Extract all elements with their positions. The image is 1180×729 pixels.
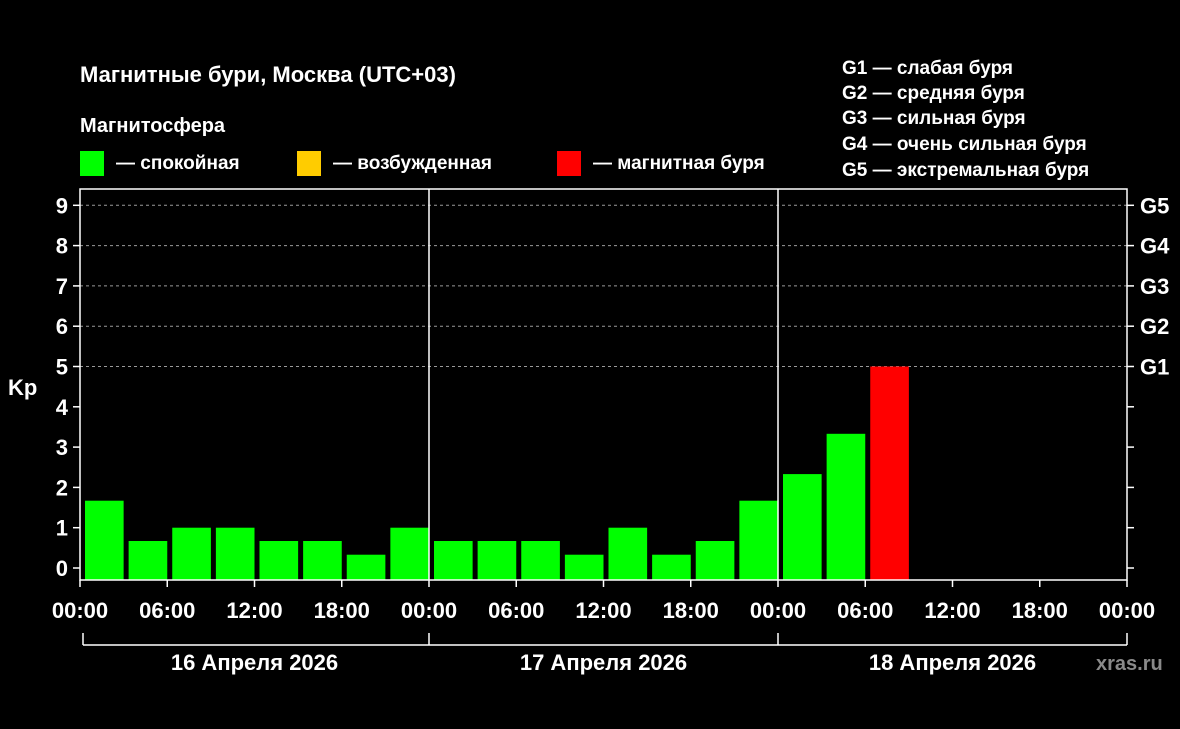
kp-bar bbox=[259, 540, 299, 580]
y-tick-label: 0 bbox=[56, 556, 68, 581]
y-tick-label: 8 bbox=[56, 234, 68, 259]
kp-bar bbox=[390, 527, 429, 580]
y-tick-label: 3 bbox=[56, 435, 68, 460]
y-tick-label: 9 bbox=[56, 193, 68, 218]
day-label: 17 Апреля 2026 bbox=[520, 650, 687, 675]
y-tick-label: 4 bbox=[56, 395, 69, 420]
x-tick-label: 18:00 bbox=[663, 598, 719, 623]
kp-bar bbox=[652, 554, 691, 580]
kp-bar bbox=[739, 500, 778, 580]
plot-frame bbox=[79, 188, 1128, 581]
kp-bar bbox=[346, 554, 386, 580]
legend-label-calm: — спокойная bbox=[116, 153, 240, 174]
x-tick-label: 18:00 bbox=[314, 598, 370, 623]
g-scale-legend-g4: G4 — очень сильная буря bbox=[842, 134, 1087, 155]
g-scale-legend-g5: G5 — экстремальная буря bbox=[842, 160, 1089, 181]
kp-bar bbox=[564, 554, 604, 580]
legend-swatch-storm bbox=[557, 151, 581, 176]
kp-bar bbox=[521, 540, 560, 580]
legend-label-storm: — магнитная буря bbox=[593, 153, 765, 174]
kp-bar bbox=[477, 540, 517, 580]
x-tick-label: 00:00 bbox=[401, 598, 457, 623]
kp-bar bbox=[870, 366, 909, 580]
y-axis-label: Kp bbox=[8, 375, 37, 400]
y-tick-label: 7 bbox=[56, 274, 68, 299]
g-scale-legend-g1: G1 — слабая буря bbox=[842, 58, 1013, 79]
day-label: 18 Апреля 2026 bbox=[869, 650, 1036, 675]
legend-label-excited: — возбужденная bbox=[333, 153, 492, 174]
x-tick-label: 12:00 bbox=[226, 598, 282, 623]
legend-swatch-excited bbox=[297, 151, 321, 176]
kp-bar bbox=[172, 527, 211, 580]
kp-bar bbox=[695, 540, 735, 580]
g-tick-label: G1 bbox=[1140, 355, 1169, 380]
x-tick-label: 06:00 bbox=[488, 598, 544, 623]
chart-title: Магнитные бури, Москва (UTC+03) bbox=[80, 62, 456, 87]
legend-swatch-calm bbox=[80, 151, 104, 176]
x-tick-label: 06:00 bbox=[837, 598, 893, 623]
x-tick-label: 18:00 bbox=[1012, 598, 1068, 623]
x-tick-label: 12:00 bbox=[575, 598, 631, 623]
y-tick-label: 1 bbox=[56, 516, 68, 541]
x-tick-label: 00:00 bbox=[52, 598, 108, 623]
kp-bar bbox=[826, 433, 866, 580]
day-label: 16 Апреля 2026 bbox=[171, 650, 338, 675]
x-tick-label: 12:00 bbox=[924, 598, 980, 623]
g-tick-label: G5 bbox=[1140, 193, 1169, 218]
y-tick-label: 5 bbox=[56, 355, 68, 380]
g-scale-legend-g3: G3 — сильная буря bbox=[842, 108, 1026, 129]
kp-bar bbox=[303, 540, 342, 580]
y-tick-label: 2 bbox=[56, 475, 68, 500]
g-tick-label: G4 bbox=[1140, 234, 1170, 259]
g-tick-label: G2 bbox=[1140, 314, 1169, 339]
g-tick-label: G3 bbox=[1140, 274, 1169, 299]
kp-bar bbox=[128, 540, 168, 580]
y-tick-label: 6 bbox=[56, 314, 68, 339]
kp-bar bbox=[783, 474, 822, 580]
legend-title: Магнитосфера bbox=[80, 115, 226, 137]
kp-bar bbox=[608, 527, 648, 580]
kp-bar bbox=[434, 540, 473, 580]
g-scale-legend-g2: G2 — средняя буря bbox=[842, 83, 1025, 104]
kp-bar bbox=[85, 500, 124, 580]
x-tick-label: 00:00 bbox=[1099, 598, 1155, 623]
kp-bar bbox=[215, 527, 255, 580]
watermark: xras.ru bbox=[1096, 653, 1163, 675]
x-tick-label: 06:00 bbox=[139, 598, 195, 623]
x-tick-label: 00:00 bbox=[750, 598, 806, 623]
